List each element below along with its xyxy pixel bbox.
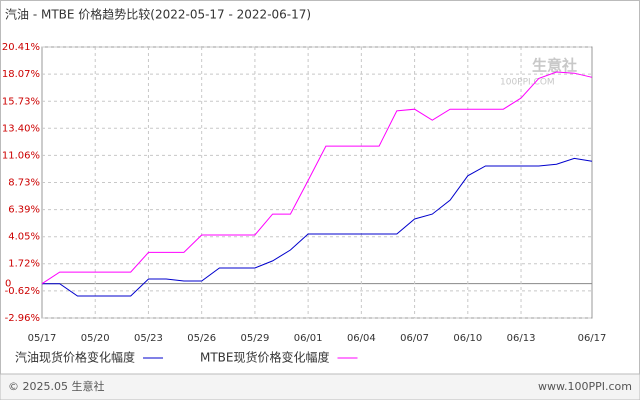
x-tick-label: 06/07	[400, 333, 429, 344]
y-tick-label: 1.72%	[8, 259, 40, 270]
x-tick-label: 06/10	[453, 333, 482, 344]
y-tick-label: 15.73%	[2, 96, 40, 107]
watermark: 生意社	[532, 57, 577, 75]
chart-title: 汽油 - MTBE 价格趋势比较(2022-05-17 - 2022-06-17…	[5, 7, 311, 22]
x-tick-label: 05/23	[134, 333, 163, 344]
footer-right: www.100PPI.com	[538, 380, 632, 393]
baseline-label: 0	[5, 279, 11, 290]
series-line	[41, 71, 593, 285]
y-tick-label: 8.73%	[8, 177, 40, 188]
plot: -2.96% -0.62% 1.72% 4.05% 6.39% 8.73% 11.06% 13…	[2, 42, 607, 344]
legend-label: MTBE现货价格变化幅度	[200, 350, 330, 365]
x-tick-label: 05/17	[28, 333, 57, 344]
watermark-sub: 100PPI.COM	[500, 78, 555, 88]
y-tick-label: 11.06%	[2, 150, 40, 161]
x-tick-label: 06/01	[294, 333, 323, 344]
y-tick-label: 13.40%	[2, 123, 40, 134]
x-tick-label: 05/26	[187, 333, 216, 344]
y-tick-label: 6.39%	[8, 205, 40, 216]
legend-label: 汽油现货价格变化幅度	[15, 350, 135, 365]
x-tick-label: 05/29	[240, 333, 269, 344]
y-tick-label: -0.62%	[5, 286, 40, 297]
series-line	[42, 157, 593, 297]
y-tick-label: -2.96%	[5, 313, 40, 324]
x-tick-label: 06/04	[347, 333, 376, 344]
footer-left: © 2025.05 生意社	[8, 379, 104, 393]
y-tick-label: 18.07%	[2, 69, 40, 80]
footer-band	[0, 374, 640, 400]
y-tick-label: 4.05%	[8, 232, 40, 243]
x-tick-label: 05/20	[81, 333, 110, 344]
x-tick-label: 06/13	[507, 333, 536, 344]
x-tick-label: 06/17	[578, 333, 607, 344]
y-tick-label: 20.41%	[2, 42, 40, 53]
